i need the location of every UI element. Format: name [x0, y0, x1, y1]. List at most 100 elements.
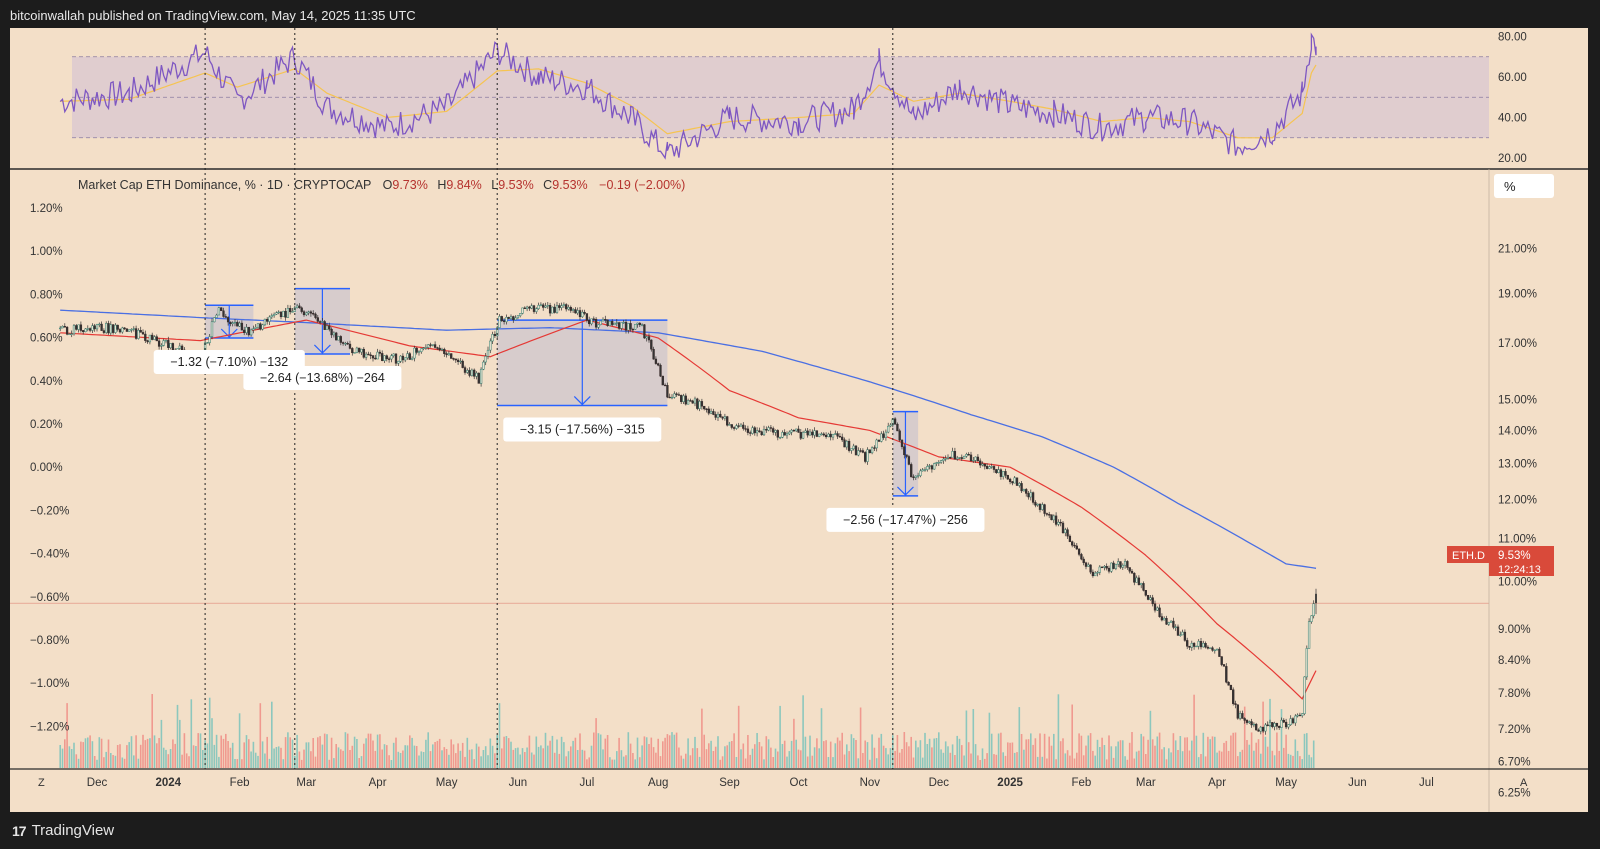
candle-body — [496, 327, 499, 337]
candle-body — [668, 396, 671, 399]
volume-bar — [1264, 736, 1267, 768]
volume-bar — [1046, 758, 1048, 768]
auto-scale-label[interactable]: A — [1520, 777, 1528, 789]
candle-body — [1054, 515, 1058, 525]
chart-canvas[interactable]: 80.00 60.00 40.00 20.00 −1.32 (−7.10%) −132… — [10, 28, 1588, 812]
rsi-tick-label: 20.00 — [1498, 153, 1527, 165]
volume-bar — [1138, 750, 1140, 768]
candle-body — [378, 351, 382, 354]
candle-body — [1195, 645, 1198, 648]
candle-body — [1202, 643, 1205, 648]
volume-bar — [894, 750, 896, 768]
volume-bar — [627, 732, 630, 768]
volume-bar — [931, 747, 933, 768]
zoom-reset-label[interactable]: Z — [38, 777, 45, 789]
candle-body — [903, 446, 906, 456]
percent-scale-button[interactable]: % — [1494, 174, 1554, 198]
volume-bar — [144, 740, 147, 768]
candle-body — [716, 413, 720, 418]
candle-body — [1312, 603, 1315, 617]
candle-body — [905, 454, 908, 457]
volume-bar — [1299, 756, 1301, 768]
candle-body — [1310, 615, 1313, 622]
volume-bar — [910, 736, 912, 768]
volume-bar — [1301, 759, 1303, 768]
volume-bar — [464, 756, 466, 768]
volume-bar — [889, 748, 892, 768]
volume-bar — [970, 753, 972, 768]
candle-body — [346, 343, 349, 345]
volume-bar — [664, 737, 666, 768]
candle-body — [608, 321, 612, 326]
candle-body — [887, 425, 890, 433]
volume-bar — [457, 743, 459, 768]
candle-body — [404, 357, 407, 361]
candle-body — [261, 324, 264, 330]
candle-body — [953, 451, 957, 460]
volume-bar — [475, 743, 478, 768]
candle-body — [312, 313, 315, 315]
candle-body — [1245, 720, 1249, 723]
volume-bar — [1011, 742, 1014, 768]
candle-body — [548, 305, 552, 314]
candle-body — [75, 325, 78, 330]
volume-bar — [662, 741, 664, 768]
candle-body — [1255, 723, 1258, 731]
candle-body — [1291, 718, 1295, 724]
candle-body — [162, 340, 165, 346]
candles — [59, 301, 1317, 735]
tradingview-logo-icon: 17 — [12, 822, 27, 839]
candle-body — [328, 325, 331, 330]
candle-body — [1050, 514, 1053, 521]
candle-body — [898, 430, 901, 441]
volume-bar — [275, 747, 278, 768]
volume-bar — [340, 749, 342, 768]
right-axis-tick: 14.00% — [1498, 425, 1537, 437]
candle-body — [289, 308, 292, 313]
volume-bar — [243, 742, 245, 768]
candle-body — [502, 320, 506, 322]
volume-bar — [1260, 753, 1262, 768]
volume-bar — [496, 734, 498, 768]
candle-body — [243, 329, 246, 333]
candle-body — [650, 339, 653, 350]
volume-bar — [133, 755, 135, 768]
candle-body — [737, 425, 740, 427]
measure-arrowhead — [897, 486, 914, 496]
candle-body — [1225, 666, 1228, 683]
candle-body — [921, 469, 924, 472]
candle-body — [406, 353, 409, 359]
volume-bar — [588, 757, 590, 768]
volume-bar — [547, 745, 549, 768]
volume-bar — [1255, 742, 1257, 768]
volume-bar — [783, 740, 786, 768]
volume-bar — [1220, 751, 1223, 768]
volume-bar — [487, 755, 489, 768]
volume-bar — [1039, 733, 1041, 768]
volume-bar — [1211, 736, 1214, 768]
volume-bar — [123, 758, 126, 768]
volume-bar — [441, 750, 443, 768]
volume-bar — [1253, 750, 1255, 768]
volume-bar — [781, 744, 784, 768]
right-axis-tick: 6.70% — [1498, 756, 1531, 768]
candle-body — [634, 324, 637, 330]
candle-body — [344, 343, 347, 345]
candle-body — [516, 315, 520, 319]
tradingview-logo[interactable]: 17 TradingView — [12, 822, 114, 839]
candle-body — [436, 347, 439, 349]
volume-bar — [777, 751, 779, 768]
candle-body — [63, 326, 66, 328]
candle-body — [134, 328, 138, 339]
candle-body — [801, 432, 805, 439]
candle-body — [643, 324, 646, 339]
volume-bar — [422, 752, 425, 768]
candle-body — [468, 370, 471, 376]
volume-bar — [850, 734, 853, 768]
time-axis-tick: Feb — [230, 777, 250, 789]
candle-body — [482, 361, 485, 370]
candle-body — [1261, 726, 1265, 732]
volume-bar — [413, 745, 416, 768]
volume-bar — [597, 733, 600, 768]
left-axis-tick: −0.20% — [30, 505, 69, 517]
